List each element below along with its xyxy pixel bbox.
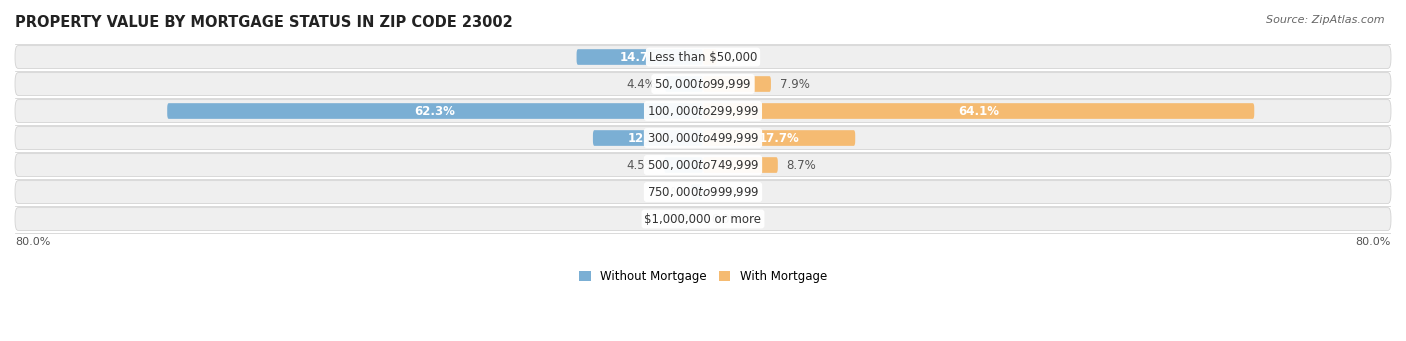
Text: $300,000 to $499,999: $300,000 to $499,999 — [647, 131, 759, 145]
FancyBboxPatch shape — [15, 73, 1391, 95]
FancyBboxPatch shape — [15, 100, 1391, 122]
FancyBboxPatch shape — [703, 76, 770, 92]
FancyBboxPatch shape — [15, 127, 1391, 149]
Text: 4.5%: 4.5% — [626, 159, 655, 172]
Text: $750,000 to $999,999: $750,000 to $999,999 — [647, 185, 759, 199]
FancyBboxPatch shape — [703, 103, 1254, 119]
Text: 7.9%: 7.9% — [779, 77, 810, 90]
FancyBboxPatch shape — [665, 76, 703, 92]
Text: 80.0%: 80.0% — [1355, 237, 1391, 247]
Text: 0.0%: 0.0% — [665, 212, 695, 225]
FancyBboxPatch shape — [576, 49, 703, 65]
Text: 80.0%: 80.0% — [15, 237, 51, 247]
Legend: Without Mortgage, With Mortgage: Without Mortgage, With Mortgage — [574, 266, 832, 288]
Text: 14.7%: 14.7% — [620, 50, 661, 63]
Text: 1.4%: 1.4% — [652, 186, 682, 198]
Text: 62.3%: 62.3% — [415, 104, 456, 118]
FancyBboxPatch shape — [690, 184, 703, 200]
Text: 0.0%: 0.0% — [711, 186, 741, 198]
FancyBboxPatch shape — [593, 130, 703, 146]
Text: PROPERTY VALUE BY MORTGAGE STATUS IN ZIP CODE 23002: PROPERTY VALUE BY MORTGAGE STATUS IN ZIP… — [15, 15, 513, 30]
Text: $50,000 to $99,999: $50,000 to $99,999 — [654, 77, 752, 91]
Text: 12.8%: 12.8% — [627, 132, 668, 145]
FancyBboxPatch shape — [703, 49, 717, 65]
FancyBboxPatch shape — [664, 157, 703, 173]
FancyBboxPatch shape — [15, 154, 1391, 176]
Text: $100,000 to $299,999: $100,000 to $299,999 — [647, 104, 759, 118]
FancyBboxPatch shape — [167, 103, 703, 119]
Text: Less than $50,000: Less than $50,000 — [648, 50, 758, 63]
FancyBboxPatch shape — [703, 157, 778, 173]
FancyBboxPatch shape — [15, 208, 1391, 231]
Text: $500,000 to $749,999: $500,000 to $749,999 — [647, 158, 759, 172]
Text: Source: ZipAtlas.com: Source: ZipAtlas.com — [1267, 15, 1385, 25]
Text: 8.7%: 8.7% — [786, 159, 815, 172]
FancyBboxPatch shape — [15, 46, 1391, 68]
Text: $1,000,000 or more: $1,000,000 or more — [644, 212, 762, 225]
Text: 4.4%: 4.4% — [627, 77, 657, 90]
Text: 0.0%: 0.0% — [711, 212, 741, 225]
FancyBboxPatch shape — [703, 130, 855, 146]
Text: 64.1%: 64.1% — [957, 104, 1000, 118]
Text: 17.7%: 17.7% — [759, 132, 800, 145]
Text: 1.6%: 1.6% — [725, 50, 755, 63]
FancyBboxPatch shape — [15, 181, 1391, 203]
